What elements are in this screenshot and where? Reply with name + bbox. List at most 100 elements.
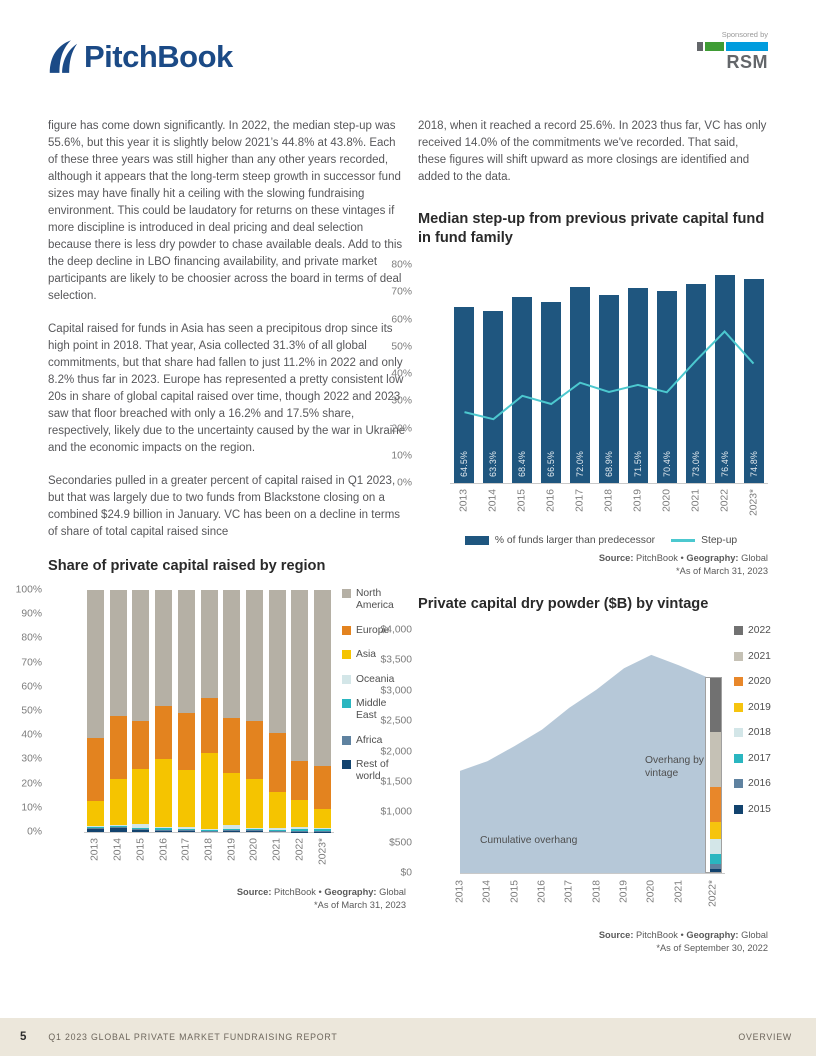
region-segment-europe-2015 bbox=[132, 720, 150, 770]
y-tick-label: 60% bbox=[21, 681, 42, 693]
asia-swatch bbox=[342, 650, 351, 659]
region-segment-asia-2016 bbox=[155, 759, 173, 827]
geography-value: Global bbox=[741, 930, 768, 940]
x-tick-label-2014: 2014 bbox=[487, 489, 499, 512]
2021-swatch bbox=[734, 651, 743, 661]
x-tick-label-2014: 2014 bbox=[481, 880, 493, 903]
2015-swatch bbox=[734, 804, 743, 814]
legend-label: Asia bbox=[356, 649, 377, 660]
legend-item-2017: 2017 bbox=[734, 753, 771, 765]
x-tick-label-2020: 2020 bbox=[645, 880, 657, 903]
region-segment-africa-2019 bbox=[223, 829, 241, 831]
region-segment-asia-2018 bbox=[200, 752, 218, 829]
pitchbook-logo-text: PitchBook bbox=[84, 39, 233, 74]
2022-swatch bbox=[734, 626, 743, 635]
x-tick-label-2022: 2022* bbox=[707, 880, 719, 907]
x-tick-label-2015: 2015 bbox=[135, 838, 147, 861]
region-segment-rest-of-world-2015 bbox=[132, 829, 150, 832]
line-series-swatch bbox=[671, 539, 696, 542]
legend-label: Europe bbox=[356, 624, 390, 636]
y-tick-label: 50% bbox=[391, 341, 412, 353]
2017-swatch bbox=[734, 753, 743, 763]
rsm-bar-gray bbox=[697, 42, 703, 51]
x-tick-label-2019: 2019 bbox=[632, 489, 644, 512]
as-of-note: *As of March 31, 2023 bbox=[676, 565, 768, 576]
geography-value: Global bbox=[379, 887, 406, 897]
drypowder-chart-title: Private capital dry powder ($B) by vinta… bbox=[418, 596, 709, 612]
legend-item-2019: 2019 bbox=[734, 702, 771, 714]
page-footer: 5 Q1 2023 GLOBAL PRIVATE MARKET FUNDRAIS… bbox=[0, 1018, 816, 1056]
region-segment-oceania-2015 bbox=[132, 824, 150, 828]
region-segment-asia-2015 bbox=[132, 769, 150, 825]
drypowder-chart: $0 $500 $1,000 $1,500 $2,000 $2,500 $3,000 $3,5… bbox=[381, 623, 771, 927]
stepup-bar-2022: 76.4% bbox=[714, 274, 735, 483]
region-segment-africa-2020 bbox=[245, 829, 263, 831]
stepup-bar-2017: 72.0% bbox=[570, 286, 591, 483]
source-label: Source: bbox=[598, 930, 634, 940]
region-segment-oceania-2020 bbox=[245, 827, 263, 829]
region-segment-north-america-2018 bbox=[200, 590, 218, 698]
region-segment-north-america-2017 bbox=[177, 590, 195, 714]
region-segment-middle-east-2016 bbox=[155, 827, 173, 830]
legend-label: 2021 bbox=[748, 650, 771, 662]
region-segment-middle-east-2020 bbox=[245, 828, 263, 830]
line-series-label: Step-up bbox=[701, 535, 738, 546]
left-column: figure has come down significantly. In 2… bbox=[16, 118, 406, 911]
legend-label: Rest of world bbox=[356, 759, 389, 782]
x-tick-label-2023: 2023* bbox=[748, 489, 760, 516]
geography-label: Geography: bbox=[686, 930, 739, 940]
y-tick-label: 40% bbox=[21, 729, 42, 741]
legend-label: Middle East bbox=[356, 698, 387, 721]
region-segment-asia-2017 bbox=[177, 770, 195, 828]
source-name: PitchBook bbox=[636, 930, 678, 940]
vintage-segment-2018 bbox=[710, 839, 721, 855]
x-tick-label-2016: 2016 bbox=[536, 880, 548, 903]
as-of-note: *As of March 31, 2023 bbox=[314, 899, 406, 910]
legend-item-2020: 2020 bbox=[734, 676, 771, 688]
x-tick-label-2016: 2016 bbox=[545, 489, 557, 512]
legend-item-europe: Europe bbox=[342, 625, 404, 637]
stepup-chart: 0% 10% 20% 30% 40% 50% 60% 70% 80% 64.5% 63.3% 68.… bbox=[391, 258, 768, 550]
legend-item-line-series: Step-up bbox=[671, 535, 737, 546]
x-tick-label-2015: 2015 bbox=[516, 489, 528, 512]
stepup-bar-2020: 70.4% bbox=[656, 291, 677, 483]
region-segment-middle-east-2023 bbox=[314, 829, 332, 832]
region-segment-north-america-2015 bbox=[132, 590, 150, 721]
region-segment-rest-of-world-2013 bbox=[86, 828, 104, 832]
y-tick-label: $3,000 bbox=[380, 685, 413, 697]
footer-section-label: OVERVIEW bbox=[738, 1032, 792, 1042]
x-tick-label-2021: 2021 bbox=[271, 838, 283, 861]
region-segment-europe-2018 bbox=[200, 697, 218, 753]
legend-label: 2020 bbox=[748, 676, 771, 687]
region-legend: North America Europe Asia Oceania Middle Eas… bbox=[342, 588, 404, 783]
region-x-axis: 2013 2014 2015 2016 2017 2018 2019 2020 2021 2022… bbox=[84, 836, 334, 882]
x-tick-label-2015: 2015 bbox=[509, 880, 521, 903]
x-tick-label-2019: 2019 bbox=[618, 880, 630, 903]
vintage-segment-2017 bbox=[710, 854, 721, 864]
bar-series-label: % of funds larger than predecessor bbox=[494, 535, 656, 546]
region-segment-europe-2017 bbox=[177, 713, 195, 771]
geography-value: Global bbox=[741, 553, 768, 563]
oceania-swatch bbox=[342, 674, 351, 684]
region-segment-rest-of-world-2021 bbox=[268, 831, 286, 832]
africa-swatch bbox=[342, 735, 351, 745]
region-segment-middle-east-2021 bbox=[268, 829, 286, 831]
page-number: 5 bbox=[20, 1031, 27, 1043]
region-segment-africa-2013 bbox=[86, 827, 104, 829]
x-tick-label-2013: 2013 bbox=[458, 489, 470, 512]
legend-item-2018: 2018 bbox=[734, 727, 771, 739]
x-tick-label-2018: 2018 bbox=[591, 880, 603, 903]
stepup-line bbox=[464, 330, 755, 421]
region-segment-africa-2014 bbox=[109, 826, 127, 828]
region-segment-asia-2013 bbox=[86, 800, 104, 826]
y-tick-label: 80% bbox=[391, 259, 412, 271]
right-column: 2018, when it reached a record 25.6%. In… bbox=[381, 118, 771, 954]
x-tick-label-2021: 2021 bbox=[690, 489, 702, 512]
x-tick-label-2017: 2017 bbox=[180, 838, 192, 861]
source-label: Source: bbox=[236, 887, 272, 897]
vintage-segment-2015 bbox=[710, 869, 721, 872]
region-segment-rest-of-world-2014 bbox=[109, 827, 127, 832]
x-tick-label-2023: 2023* bbox=[317, 838, 329, 865]
stepup-bar-2016: 66.5% bbox=[541, 301, 562, 483]
stepup-chart-title: Median step-up from previous private cap… bbox=[418, 211, 765, 246]
